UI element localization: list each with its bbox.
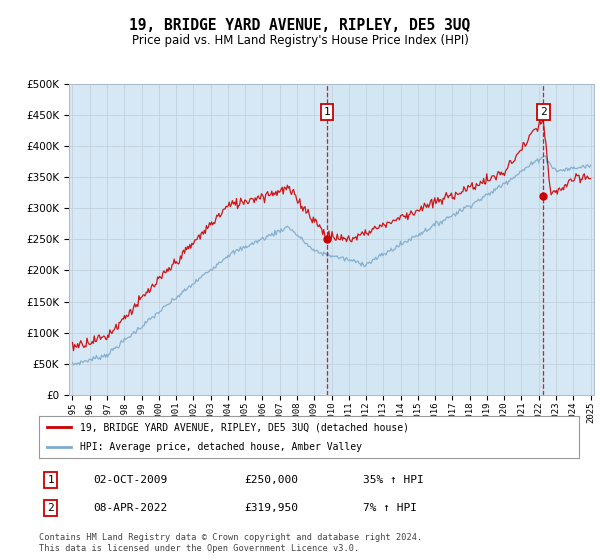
Text: Contains HM Land Registry data © Crown copyright and database right 2024.
This d: Contains HM Land Registry data © Crown c… xyxy=(39,533,422,553)
Text: 02-OCT-2009: 02-OCT-2009 xyxy=(93,475,167,484)
Text: 7% ↑ HPI: 7% ↑ HPI xyxy=(363,503,417,513)
Text: 1: 1 xyxy=(47,475,54,484)
Text: 19, BRIDGE YARD AVENUE, RIPLEY, DE5 3UQ: 19, BRIDGE YARD AVENUE, RIPLEY, DE5 3UQ xyxy=(130,18,470,33)
Text: 2: 2 xyxy=(47,503,54,513)
Text: £319,950: £319,950 xyxy=(244,503,298,513)
Text: 35% ↑ HPI: 35% ↑ HPI xyxy=(363,475,424,484)
Bar xyxy=(327,84,544,395)
Text: Price paid vs. HM Land Registry's House Price Index (HPI): Price paid vs. HM Land Registry's House … xyxy=(131,34,469,46)
Text: 08-APR-2022: 08-APR-2022 xyxy=(93,503,167,513)
Text: 1: 1 xyxy=(324,107,331,117)
Text: 19, BRIDGE YARD AVENUE, RIPLEY, DE5 3UQ (detached house): 19, BRIDGE YARD AVENUE, RIPLEY, DE5 3UQ … xyxy=(79,422,409,432)
Text: £250,000: £250,000 xyxy=(244,475,298,484)
Text: HPI: Average price, detached house, Amber Valley: HPI: Average price, detached house, Ambe… xyxy=(79,442,361,452)
Text: 2: 2 xyxy=(540,107,547,117)
